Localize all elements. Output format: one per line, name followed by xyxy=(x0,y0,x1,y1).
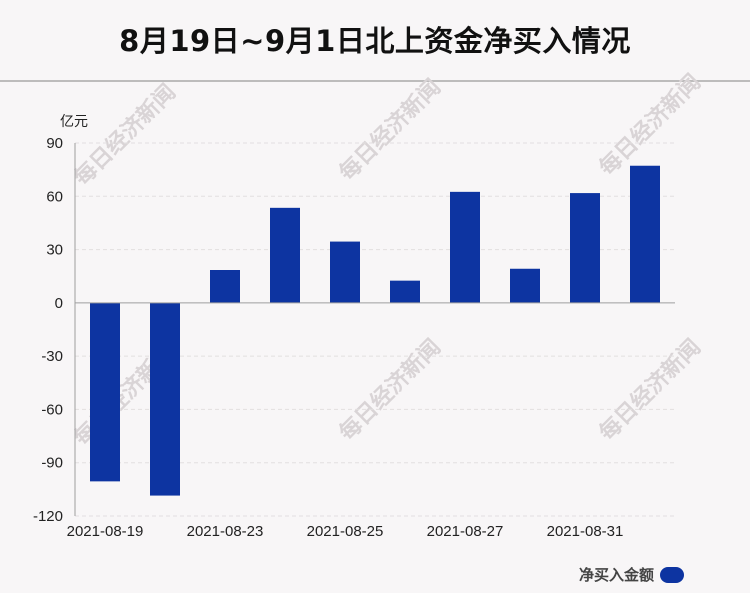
y-tick-label: -60 xyxy=(41,401,63,418)
bars xyxy=(90,165,660,496)
bar-2021-08-27 xyxy=(450,191,480,303)
legend: 净买入金额 xyxy=(579,564,684,585)
y-tick-label: 90 xyxy=(46,135,63,152)
bar-2021-08-20 xyxy=(150,302,180,496)
bar-2021-08-24 xyxy=(270,207,300,303)
bar-2021-08-31 xyxy=(570,193,600,303)
bar-2021-08-30 xyxy=(510,268,540,303)
axes xyxy=(74,143,675,516)
title-divider xyxy=(0,80,750,82)
y-tick-label: -30 xyxy=(41,348,63,365)
x-tick-label: 2021-08-25 xyxy=(307,523,384,540)
bar-2021-09-01 xyxy=(630,165,660,303)
watermark-text: 每日经济新闻 xyxy=(334,74,446,186)
y-tick-label: 30 xyxy=(46,242,63,259)
legend-label: 净买入金额 xyxy=(578,566,654,584)
y-tick-label: -120 xyxy=(33,508,63,525)
chart-title: 8月19日~9月1日北上资金净买入情况 xyxy=(119,24,631,58)
y-axis-unit: 亿元 xyxy=(60,114,88,130)
y-tick-label: 60 xyxy=(46,188,63,205)
y-tick-label: -90 xyxy=(41,455,63,472)
x-tick-label: 2021-08-19 xyxy=(67,523,144,540)
x-tick-label: 2021-08-31 xyxy=(547,523,624,540)
watermark-text: 每日经济新闻 xyxy=(334,334,446,446)
x-tick-label: 2021-08-23 xyxy=(187,523,264,540)
x-tick-label: 2021-08-27 xyxy=(427,523,504,540)
bar-2021-08-19 xyxy=(90,302,120,482)
watermark-text: 每日经济新闻 xyxy=(594,334,706,446)
y-tick-label: 0 xyxy=(55,295,63,312)
legend-swatch xyxy=(660,566,684,583)
watermark-text: 每日经济新闻 xyxy=(69,79,181,191)
bar-2021-08-26 xyxy=(390,280,420,303)
watermark-text: 每日经济新闻 xyxy=(594,69,706,181)
y-tick-labels: 90 60 30 0 -30 -60 -90 -120 xyxy=(33,135,63,525)
bar-2021-08-25 xyxy=(330,241,360,303)
bar-2021-08-23 xyxy=(210,269,240,303)
x-tick-labels: 2021-08-19 2021-08-23 2021-08-25 2021-08-27… xyxy=(67,523,624,540)
